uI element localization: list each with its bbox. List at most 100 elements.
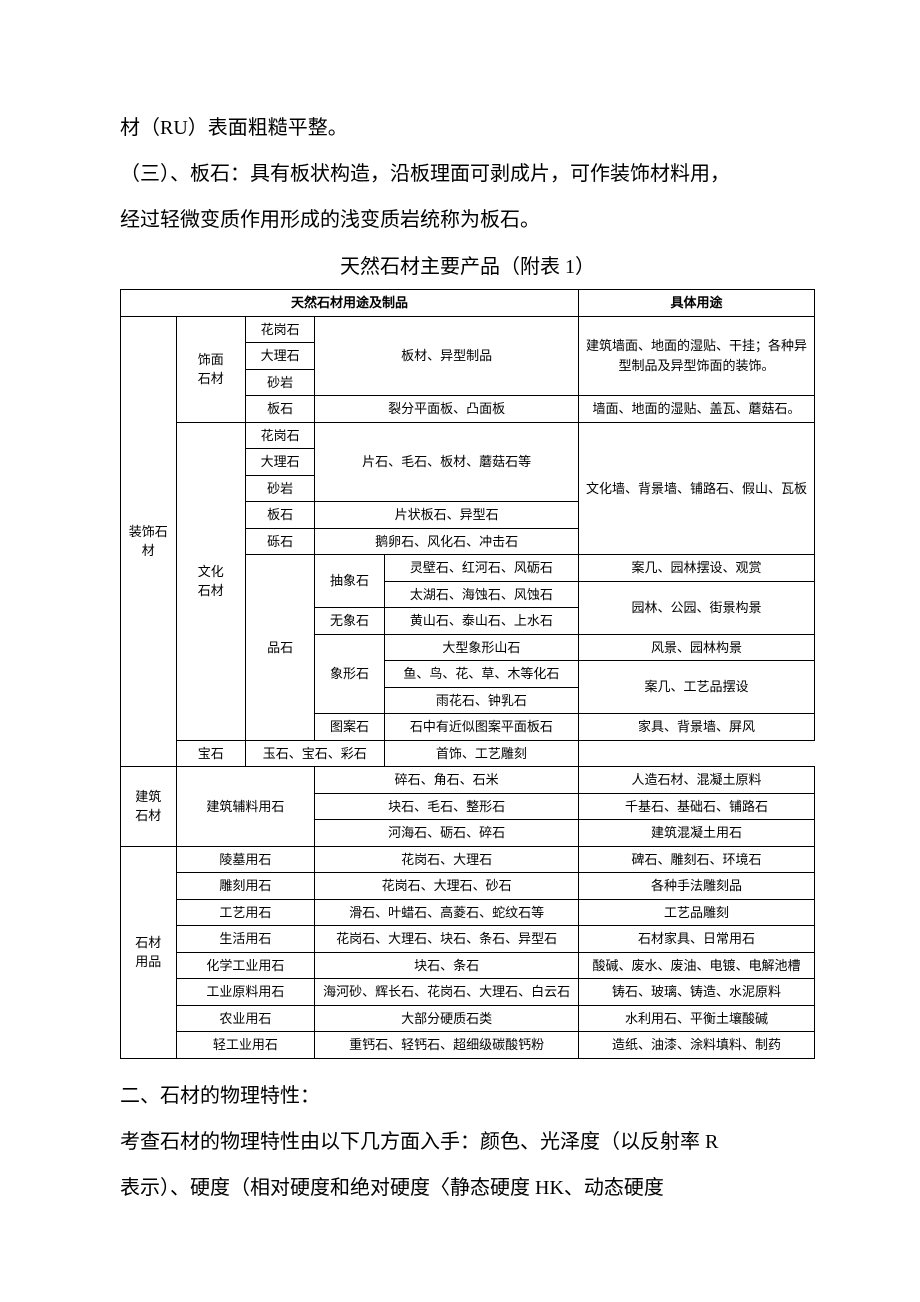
table-row: 雕刻用石 花岗石、大理石、砂石 各种手法雕刻品 (121, 873, 815, 900)
cell: 象形石 (315, 634, 384, 714)
cell: 千基石、基础石、铺路石 (579, 793, 815, 820)
cell: 生活用石 (176, 926, 315, 953)
table-row: 生活用石 花岗石、大理石、块石、条石、异型石 石材家具、日常用石 (121, 926, 815, 953)
cell: 花岗石 (245, 316, 314, 343)
text-frag: 材（ (120, 117, 160, 139)
cell: 建筑墙面、地面的湿贴、干挂；各种异型制品及异型饰面的装饰。 (579, 316, 815, 396)
cell: 工业原料用石 (176, 979, 315, 1006)
cell: 碑石、雕刻石、环境石 (579, 846, 815, 873)
cell: 风景、园林构景 (579, 634, 815, 661)
cell: 酸碱、废水、废油、电镀、电解池槽 (579, 952, 815, 979)
cell-facing-stone: 饰面 石材 (176, 316, 245, 422)
th-uses: 天然石材用途及制品 (121, 290, 579, 317)
cell: 墙面、地面的湿贴、盖瓦、蘑菇石。 (579, 396, 815, 423)
cell: 案几、园林摆设、观赏 (579, 555, 815, 582)
table-row: 农业用石 大部分硬质石类 水利用石、平衡土壤酸碱 (121, 1005, 815, 1032)
cell: 水利用石、平衡土壤酸碱 (579, 1005, 815, 1032)
cell: 造纸、油漆、涂料填料、制药 (579, 1032, 815, 1059)
cell: 块石、条石 (315, 952, 579, 979)
cell: 灵壁石、红河石、风砺石 (384, 555, 578, 582)
cell: 大理石 (245, 449, 314, 476)
cell: 片状板石、异型石 (315, 502, 579, 529)
cell: 文化墙、背景墙、铺路石、假山、瓦板 (579, 422, 815, 555)
cell: 碎石、角石、石米 (315, 767, 579, 794)
text-frag: 表示）、硬度（相对硬度和绝对硬度〈静态硬度 (120, 1177, 535, 1199)
cell: 铸石、玻璃、铸造、水泥原料 (579, 979, 815, 1006)
cell: 块石、毛石、整形石 (315, 793, 579, 820)
table-row: 工业原料用石 海河砂、辉长石、花岗石、大理石、白云石 铸石、玻璃、铸造、水泥原料 (121, 979, 815, 1006)
table-header-row: 天然石材用途及制品 具体用途 (121, 290, 815, 317)
cell: 农业用石 (176, 1005, 315, 1032)
cell: 家具、背景墙、屏风 (579, 714, 815, 741)
paragraph-4: 二、石材的物理特性： (120, 1073, 815, 1119)
document-page: 材（RU）表面粗糙平整。 （三）、板石：具有板状构造，沿板理面可剥成片，可作装饰… (0, 0, 920, 1271)
cell: 板石 (245, 502, 314, 529)
cell: 花岗石、大理石 (315, 846, 579, 873)
cell: 砾石 (245, 528, 314, 555)
cell: 玉石、宝石、彩石 (245, 740, 384, 767)
text-frag: 、动态硬度 (564, 1177, 664, 1199)
cell: 案几、工艺品摆设 (579, 661, 815, 714)
paragraph-2: （三）、板石：具有板状构造，沿板理面可剥成片，可作装饰材料用， (120, 151, 815, 197)
cell: 片石、毛石、板材、蘑菇石等 (315, 422, 579, 502)
cell: 宝石 (176, 740, 245, 767)
cell: 建筑辅料用石 (176, 767, 315, 847)
table-row: 轻工业用石 重钙石、轻钙石、超细级碳酸钙粉 造纸、油漆、涂料填料、制药 (121, 1032, 815, 1059)
text-frag: ）表面粗糙平整。 (188, 117, 348, 139)
cell: 裂分平面板、凸面板 (315, 396, 579, 423)
cell: 鹅卵石、风化石、冲击石 (315, 528, 579, 555)
text-latin-r: R (705, 1131, 718, 1153)
cell: 砂岩 (245, 369, 314, 396)
cell-stone-products: 石材 用品 (121, 846, 177, 1058)
table-row: 文化 石材 花岗石 片石、毛石、板材、蘑菇石等 文化墙、背景墙、铺路石、假山、瓦… (121, 422, 815, 449)
cell: 首饰、工艺雕刻 (384, 740, 578, 767)
cell: 太湖石、海蚀石、风蚀石 (384, 581, 578, 608)
cell: 人造石材、混凝土原料 (579, 767, 815, 794)
cell: 园林、公园、街景构景 (579, 581, 815, 634)
cell: 河海石、砺石、碎石 (315, 820, 579, 847)
stone-products-table: 天然石材用途及制品 具体用途 装饰石材 饰面 石材 花岗石 板材、异型制品 建筑… (120, 289, 815, 1059)
th-specific: 具体用途 (579, 290, 815, 317)
cell: 重钙石、轻钙石、超细级碳酸钙粉 (315, 1032, 579, 1059)
cell: 大理石 (245, 343, 314, 370)
cell: 陵墓用石 (176, 846, 315, 873)
cell: 板石 (245, 396, 314, 423)
cell: 雨花石、钟乳石 (384, 687, 578, 714)
table-row: 建筑 石材 建筑辅料用石 碎石、角石、石米 人造石材、混凝土原料 (121, 767, 815, 794)
paragraph-3: 经过轻微变质作用形成的浅变质岩统称为板石。 (120, 197, 815, 243)
cell: 海河砂、辉长石、花岗石、大理石、白云石 (315, 979, 579, 1006)
text-latin-hk: HK (535, 1177, 564, 1199)
cell: 砂岩 (245, 475, 314, 502)
cell: 花岗石、大理石、块石、条石、异型石 (315, 926, 579, 953)
table-row: 装饰石材 饰面 石材 花岗石 板材、异型制品 建筑墙面、地面的湿贴、干挂；各种异… (121, 316, 815, 343)
cell: 工艺品雕刻 (579, 899, 815, 926)
cell: 大部分硬质石类 (315, 1005, 579, 1032)
cell: 石中有近似图案平面板石 (384, 714, 578, 741)
cell: 黄山石、泰山石、上水石 (384, 608, 578, 635)
cell: 化学工业用石 (176, 952, 315, 979)
paragraph-5: 考查石材的物理特性由以下几方面入手：颜色、光泽度（以反射率 R (120, 1119, 815, 1165)
cell: 花岗石 (245, 422, 314, 449)
cell: 轻工业用石 (176, 1032, 315, 1059)
cell: 大型象形山石 (384, 634, 578, 661)
cell: 鱼、鸟、花、草、木等化石 (384, 661, 578, 688)
cell: 抽象石 (315, 555, 384, 608)
cell: 无象石 (315, 608, 384, 635)
table-row: 化学工业用石 块石、条石 酸碱、废水、废油、电镀、电解池槽 (121, 952, 815, 979)
table-row: 石材 用品 陵墓用石 花岗石、大理石 碑石、雕刻石、环境石 (121, 846, 815, 873)
paragraph-1: 材（RU）表面粗糙平整。 (120, 105, 815, 151)
cell: 工艺用石 (176, 899, 315, 926)
text-frag: 考查石材的物理特性由以下几方面入手：颜色、光泽度（以反射率 (120, 1131, 705, 1153)
cell: 花岗石、大理石、砂石 (315, 873, 579, 900)
paragraph-6: 表示）、硬度（相对硬度和绝对硬度〈静态硬度 HK、动态硬度 (120, 1165, 815, 1211)
cell: 滑石、叶蜡石、高菱石、蛇纹石等 (315, 899, 579, 926)
cell-deco-stone: 装饰石材 (121, 316, 177, 767)
table-row: 工艺用石 滑石、叶蜡石、高菱石、蛇纹石等 工艺品雕刻 (121, 899, 815, 926)
cell-pinshi: 品石 (245, 555, 314, 741)
table-title: 天然石材主要产品（附表 1） (120, 249, 815, 285)
cell: 雕刻用石 (176, 873, 315, 900)
cell-building-stone: 建筑 石材 (121, 767, 177, 847)
cell: 板材、异型制品 (315, 316, 579, 396)
cell: 石材家具、日常用石 (579, 926, 815, 953)
table-row: 宝石 玉石、宝石、彩石 首饰、工艺雕刻 (121, 740, 815, 767)
